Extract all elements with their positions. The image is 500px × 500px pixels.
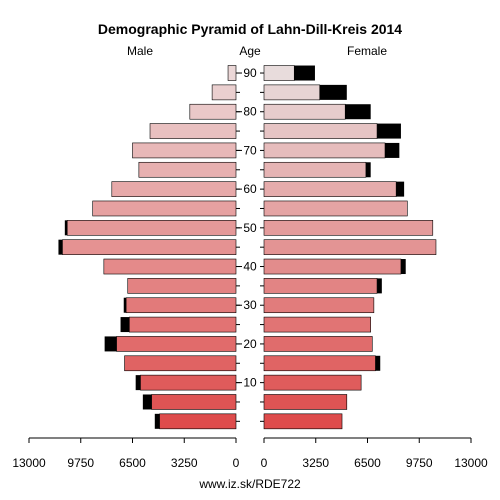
male-x-tick-label: 9750	[67, 456, 94, 470]
footer-url: www.iz.sk/RDE722	[198, 477, 301, 491]
male-bar-40-44	[103, 258, 237, 275]
age-label: Age	[239, 44, 261, 58]
male-bar-75-79	[149, 123, 237, 139]
female-bar-70-74	[263, 142, 386, 159]
female-excess-80-84	[345, 104, 371, 120]
male-bar-0-4	[159, 413, 237, 430]
female-x-tick-label: 6500	[354, 456, 381, 470]
female-excess-70-74	[385, 142, 400, 158]
female-bars	[263, 65, 437, 430]
male-bar-45-49	[62, 239, 237, 255]
female-excess-60-64	[396, 181, 405, 197]
age-tick-label: 70	[243, 143, 257, 157]
female-x-tick-label: 0	[261, 456, 268, 470]
female-bar-90+	[263, 65, 295, 81]
male-x-tick-label: 0	[233, 456, 240, 470]
female-label: Female	[347, 44, 387, 58]
female-bar-5-9	[263, 394, 348, 410]
female-bar-75-79	[263, 123, 378, 139]
male-bar-20-24	[116, 336, 237, 352]
male-excess-30-34	[123, 297, 127, 313]
female-bar-40-44	[263, 258, 402, 275]
male-bar-55-59	[92, 200, 237, 217]
female-bar-50-54	[263, 220, 434, 236]
male-bar-50-54	[66, 220, 237, 236]
axes: 10 20 30 40 50 60 70 80 90 13000 9750 6500 3250 0 0 325…	[12, 66, 488, 470]
male-label: Male	[127, 44, 153, 58]
age-tick-label: 30	[243, 298, 257, 312]
chart-title: Demographic Pyramid of Lahn-Dill-Kreis 2…	[98, 21, 402, 37]
female-bar-35-39	[263, 278, 378, 294]
male-bar-70-74	[132, 142, 237, 159]
male-bar-60-64	[111, 181, 237, 197]
male-bar-10-14	[140, 374, 237, 391]
male-x-tick-label: 3250	[171, 456, 198, 470]
female-excess-65-69	[365, 162, 371, 178]
female-bar-10-14	[263, 374, 362, 391]
female-excess-35-39	[377, 278, 382, 294]
female-bar-0-4	[263, 413, 343, 430]
female-excess-75-79	[377, 123, 401, 139]
age-tick-label: 10	[243, 376, 257, 390]
male-excess-5-9	[142, 394, 152, 410]
age-tick-label: 90	[243, 66, 257, 80]
female-bar-45-49	[263, 239, 437, 255]
female-bar-65-69	[263, 161, 367, 178]
female-excess-15-19	[375, 355, 381, 371]
female-x-tick-label: 9750	[406, 456, 433, 470]
age-tick-label: 60	[243, 182, 257, 196]
female-bar-15-19	[263, 355, 376, 372]
female-excess-85-89	[319, 84, 347, 100]
male-excess-50-54	[64, 220, 68, 236]
male-bar-5-9	[151, 394, 237, 410]
male-bar-90+	[227, 65, 237, 81]
male-x-tick-label: 6500	[119, 456, 146, 470]
female-excess-40-44	[400, 259, 406, 275]
female-bar-60-64	[263, 181, 397, 197]
male-excess-20-24	[104, 336, 117, 352]
age-tick-label: 20	[243, 337, 257, 351]
female-x-tick-label: 13000	[454, 456, 488, 470]
male-excess-25-29	[120, 317, 130, 333]
female-bar-85-89	[263, 84, 321, 101]
age-tick-label: 50	[243, 221, 257, 235]
age-tick-label: 80	[243, 105, 257, 119]
age-tick-label: 40	[243, 260, 257, 274]
male-bar-30-34	[125, 297, 237, 314]
male-bar-65-69	[138, 161, 237, 178]
female-excess-90+	[294, 65, 315, 81]
male-bar-15-19	[124, 355, 237, 372]
male-bar-25-29	[129, 316, 237, 333]
male-excess-0-4	[154, 413, 160, 429]
female-bar-55-59	[263, 200, 408, 217]
female-x-tick-label: 3250	[302, 456, 329, 470]
female-bar-30-34	[263, 297, 375, 314]
female-bar-80-84	[263, 103, 346, 120]
male-excess-45-49	[58, 239, 63, 255]
female-bar-20-24	[263, 336, 373, 352]
male-bar-80-84	[189, 103, 237, 120]
male-x-tick-label: 13000	[12, 456, 46, 470]
male-bars	[58, 65, 237, 430]
female-bar-25-29	[263, 316, 371, 333]
male-bar-35-39	[127, 278, 237, 294]
male-excess-10-14	[135, 375, 141, 391]
male-bar-85-89	[211, 84, 237, 101]
